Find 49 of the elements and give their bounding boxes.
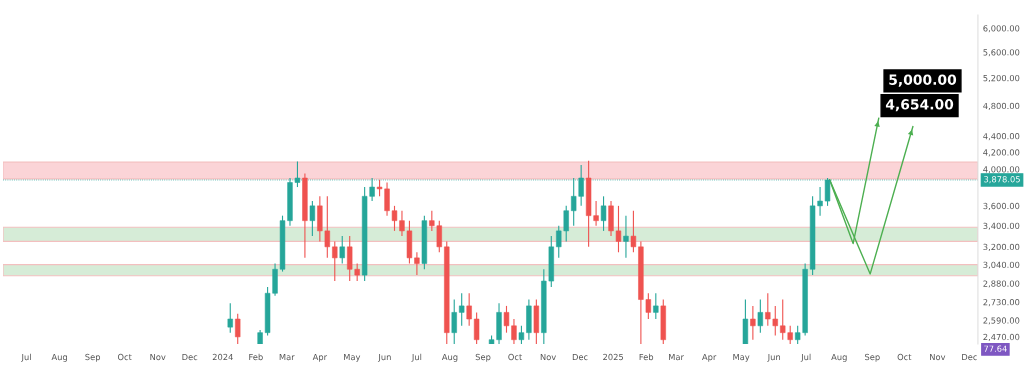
x-tick-label: Nov	[540, 353, 556, 361]
x-tick-label: Sep	[85, 353, 101, 362]
x-tick-label: Oct	[897, 353, 912, 361]
annotation: 4,654.00	[885, 99, 954, 112]
x-tick-label: Jul	[411, 353, 422, 362]
x-tick-label: Dec	[182, 353, 198, 361]
x-tick-label: Aug	[441, 353, 458, 362]
y-tick-label: 2,880.00	[983, 280, 1020, 288]
x-tick-label: Jun	[767, 353, 781, 362]
x-tick-label: Sep	[475, 353, 491, 362]
y-tick-label: 2,590.00	[983, 317, 1020, 325]
x-tick-label: Nov	[930, 353, 946, 361]
x-tick-label: 2025	[603, 353, 624, 361]
x-tick-label: 2024	[212, 353, 233, 361]
x-tick-label: Aug	[51, 353, 67, 362]
x-tick-label: Jul	[21, 353, 31, 362]
y-tick-label: 3,400.00	[983, 222, 1020, 230]
y-tick-label: 3,600.00	[983, 202, 1020, 210]
x-tick-label: Aug	[831, 353, 847, 362]
y-tick-label: 4,400.00	[983, 133, 1020, 141]
x-tick-label: Oct	[117, 353, 132, 361]
x-tick-label: Feb	[249, 353, 263, 361]
y-tick-label: 6,000.00	[983, 25, 1020, 33]
x-tick-label: Nov	[150, 353, 166, 361]
x-tick-label: May	[344, 353, 361, 362]
y-tick-label: 3,040.00	[983, 261, 1020, 269]
x-tick-label: May	[733, 353, 750, 362]
text: 77.64	[984, 345, 1007, 352]
x-tick-label: Jul	[800, 353, 811, 362]
x-tick-label: Apr	[702, 353, 717, 362]
x-tick-label: Jun	[377, 353, 391, 362]
y-tick-label: 2,470.00	[983, 333, 1020, 341]
annotation: 5,000.00	[889, 74, 957, 87]
ref-line-label: 3,878.05	[984, 176, 1020, 184]
x-tick-label: Dec	[572, 353, 588, 361]
x-tick-label: Dec	[962, 353, 977, 361]
y-tick-label: 5,200.00	[983, 74, 1020, 83]
y-tick-label: 4,200.00	[983, 149, 1020, 157]
x-tick-label: Oct	[508, 353, 523, 361]
y-tick-label: 2,730.00	[983, 299, 1020, 307]
x-tick-label: Apr	[312, 353, 328, 362]
y-tick-label: 5,600.00	[983, 49, 1020, 57]
x-tick-label: Mar	[669, 353, 684, 361]
y-tick-label: 4,000.00	[983, 166, 1020, 174]
x-tick-label: Sep	[865, 353, 880, 362]
x-tick-label: Feb	[639, 353, 654, 361]
y-tick-label: 3,200.00	[983, 243, 1020, 251]
x-tick-label: Mar	[279, 353, 295, 361]
y-tick-label: 4,800.00	[983, 102, 1020, 110]
